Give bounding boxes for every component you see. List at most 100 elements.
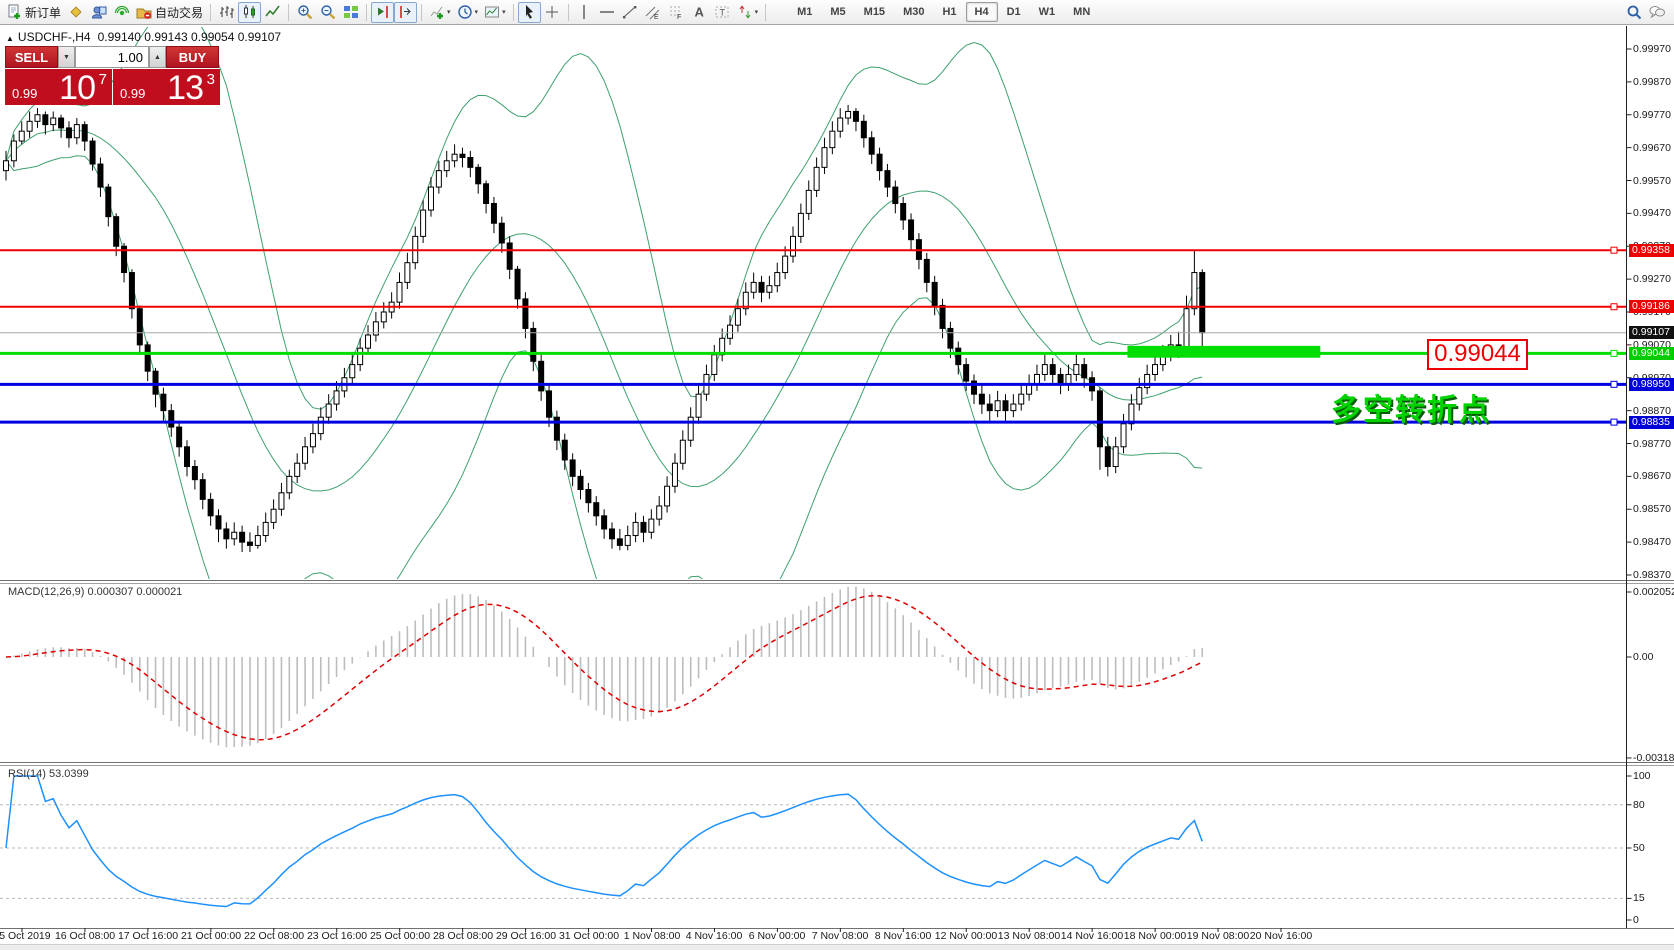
bb-middle [5,129,1203,492]
bar-chart-icon [219,6,234,18]
profile-button[interactable] [87,2,110,23]
horizontal-line-button[interactable] [596,2,619,23]
horizontal-line-icon [600,11,615,13]
sell-price-display[interactable]: 0.99 10 7 [5,69,112,107]
periods-button[interactable]: ▾ [454,2,482,23]
line-handle[interactable] [1610,246,1618,254]
price-axis-tick: 0.98470 [1633,536,1671,548]
arrows-button[interactable]: ▾ [734,2,762,23]
price-axis-tick: 0.98770 [1633,438,1671,450]
price-axis-tick: 0.99970 [1633,43,1671,55]
cursor-button[interactable] [517,1,541,23]
toolbar-separator [288,3,290,21]
rsi-axis-tick: 50 [1633,842,1645,854]
cursor-icon [526,5,534,19]
auto-scroll-button[interactable] [394,1,418,23]
sell-button[interactable]: SELL [5,46,58,68]
timeframe-m1[interactable]: M1 [797,6,813,18]
price-annotation-flag[interactable]: 0.99044 [1427,339,1528,370]
rsi-line [5,775,1203,908]
price-line-badge: 0.99107 [1629,326,1674,339]
sell-price-big: 10 [59,69,96,107]
time-axis-label: 15 Oct 2019 [0,930,51,942]
timeframe-m15[interactable]: M15 [863,6,886,18]
timeframe-w1[interactable]: W1 [1038,6,1056,18]
trend-line-button[interactable] [619,2,642,23]
timeframe-mn[interactable]: MN [1073,6,1091,18]
time-axis-label: 6 Nov 00:00 [748,930,806,942]
macd-indicator-label: MACD(12,26,9) 0.000307 0.000021 [8,586,183,598]
volume-increase-button[interactable]: ▲ [149,46,166,68]
line-chart-button[interactable] [261,2,284,23]
chart-window[interactable]: ▲ USDCHF-,H4 0.99140 0.99143 0.99054 0.991… [0,25,1674,944]
price-axis-tick: 0.99870 [1633,76,1671,88]
line-handle[interactable] [1610,349,1618,357]
line-handle[interactable] [1610,303,1618,311]
bb-lower [5,155,1203,579]
timeframe-d1[interactable]: D1 [1006,6,1021,18]
support-zone-rect[interactable] [1127,345,1321,358]
buy-price-display[interactable]: 0.99 13 3 [113,69,220,107]
timeframe-switcher: M1 M5 M15 M30 H1 H4 D1 W1 MN [788,2,1099,22]
chart-shift-button[interactable] [371,1,395,23]
indicators-button[interactable]: ▾ [426,2,454,23]
price-line-badge: 0.98835 [1629,416,1674,429]
toolbar-separator [421,3,423,21]
buy-price-big: 13 [167,69,204,107]
rsi-axis-tick: 80 [1633,799,1645,811]
time-axis-label: 12 Nov 00:00 [934,930,998,942]
chart-note-text[interactable]: 多空转折点 [1331,394,1491,427]
collapse-triangle-icon[interactable]: ▲ [6,34,14,43]
price-line-badge: 0.99358 [1629,244,1674,257]
tile-windows-button[interactable] [339,2,362,23]
toolbar-separator [366,3,368,21]
buy-button[interactable]: BUY [166,46,219,68]
text-button[interactable]: A [688,2,711,23]
vertical-line-button[interactable] [573,2,596,23]
price-chart-canvas[interactable] [0,25,1674,944]
timeframe-m5[interactable]: M5 [830,6,846,18]
zoom-out-button[interactable] [316,2,339,23]
time-axis-label: 16 Oct 08:00 [54,930,116,942]
timeframe-h4[interactable]: H4 [965,2,998,22]
text-label-button[interactable]: T [711,2,734,23]
channel-button[interactable]: E [642,2,665,23]
bar-chart-button[interactable] [215,2,238,23]
autotrading-button[interactable]: 自动交易 [133,2,206,23]
line-handle[interactable] [1610,380,1618,388]
volume-decrease-button[interactable]: ▼ [58,46,75,68]
candlestick-chart-button[interactable] [238,1,262,23]
trend-line-icon [623,6,637,19]
arrows-icon [739,5,750,19]
styler-button[interactable] [64,2,87,23]
text-label-icon: T [715,6,729,18]
line-chart-icon [264,5,280,17]
zoom-in-button[interactable] [293,2,316,23]
crosshair-button[interactable] [541,2,564,23]
fibonacci-button[interactable]: F [665,2,688,23]
symbol-title: USDCHF-,H4 [17,30,91,44]
crosshair-icon [546,6,559,18]
fibonacci-icon: F [670,6,683,20]
templates-icon [485,6,500,18]
time-axis-label: 13 Nov 08:00 [997,930,1061,942]
volume-input[interactable]: 1.00 [75,46,149,68]
rsi-layer [0,775,1626,908]
time-axis-label: 23 Oct 16:00 [306,930,368,942]
timeframe-h1[interactable]: H1 [942,6,957,18]
alerts-button[interactable] [110,2,133,23]
line-handle[interactable] [1610,418,1618,426]
time-axis-label: 1 Nov 08:00 [623,930,681,942]
macd-axis-tick: -0.003187 [1633,752,1674,764]
vertical-line-icon [583,5,585,19]
price-axis-tick: 0.98370 [1633,569,1671,581]
search-button[interactable] [1622,2,1645,23]
chat-button[interactable] [1645,2,1668,23]
svg-text:E: E [654,14,659,20]
price-line-badge: 0.99186 [1629,300,1674,313]
new-order-button[interactable]: 新订单 [3,2,64,23]
time-axis-label: 28 Oct 08:00 [432,930,494,942]
timeframe-m30[interactable]: M30 [903,6,925,18]
price-axis-tick: 0.99570 [1633,175,1671,187]
templates-button[interactable]: ▾ [481,2,509,23]
